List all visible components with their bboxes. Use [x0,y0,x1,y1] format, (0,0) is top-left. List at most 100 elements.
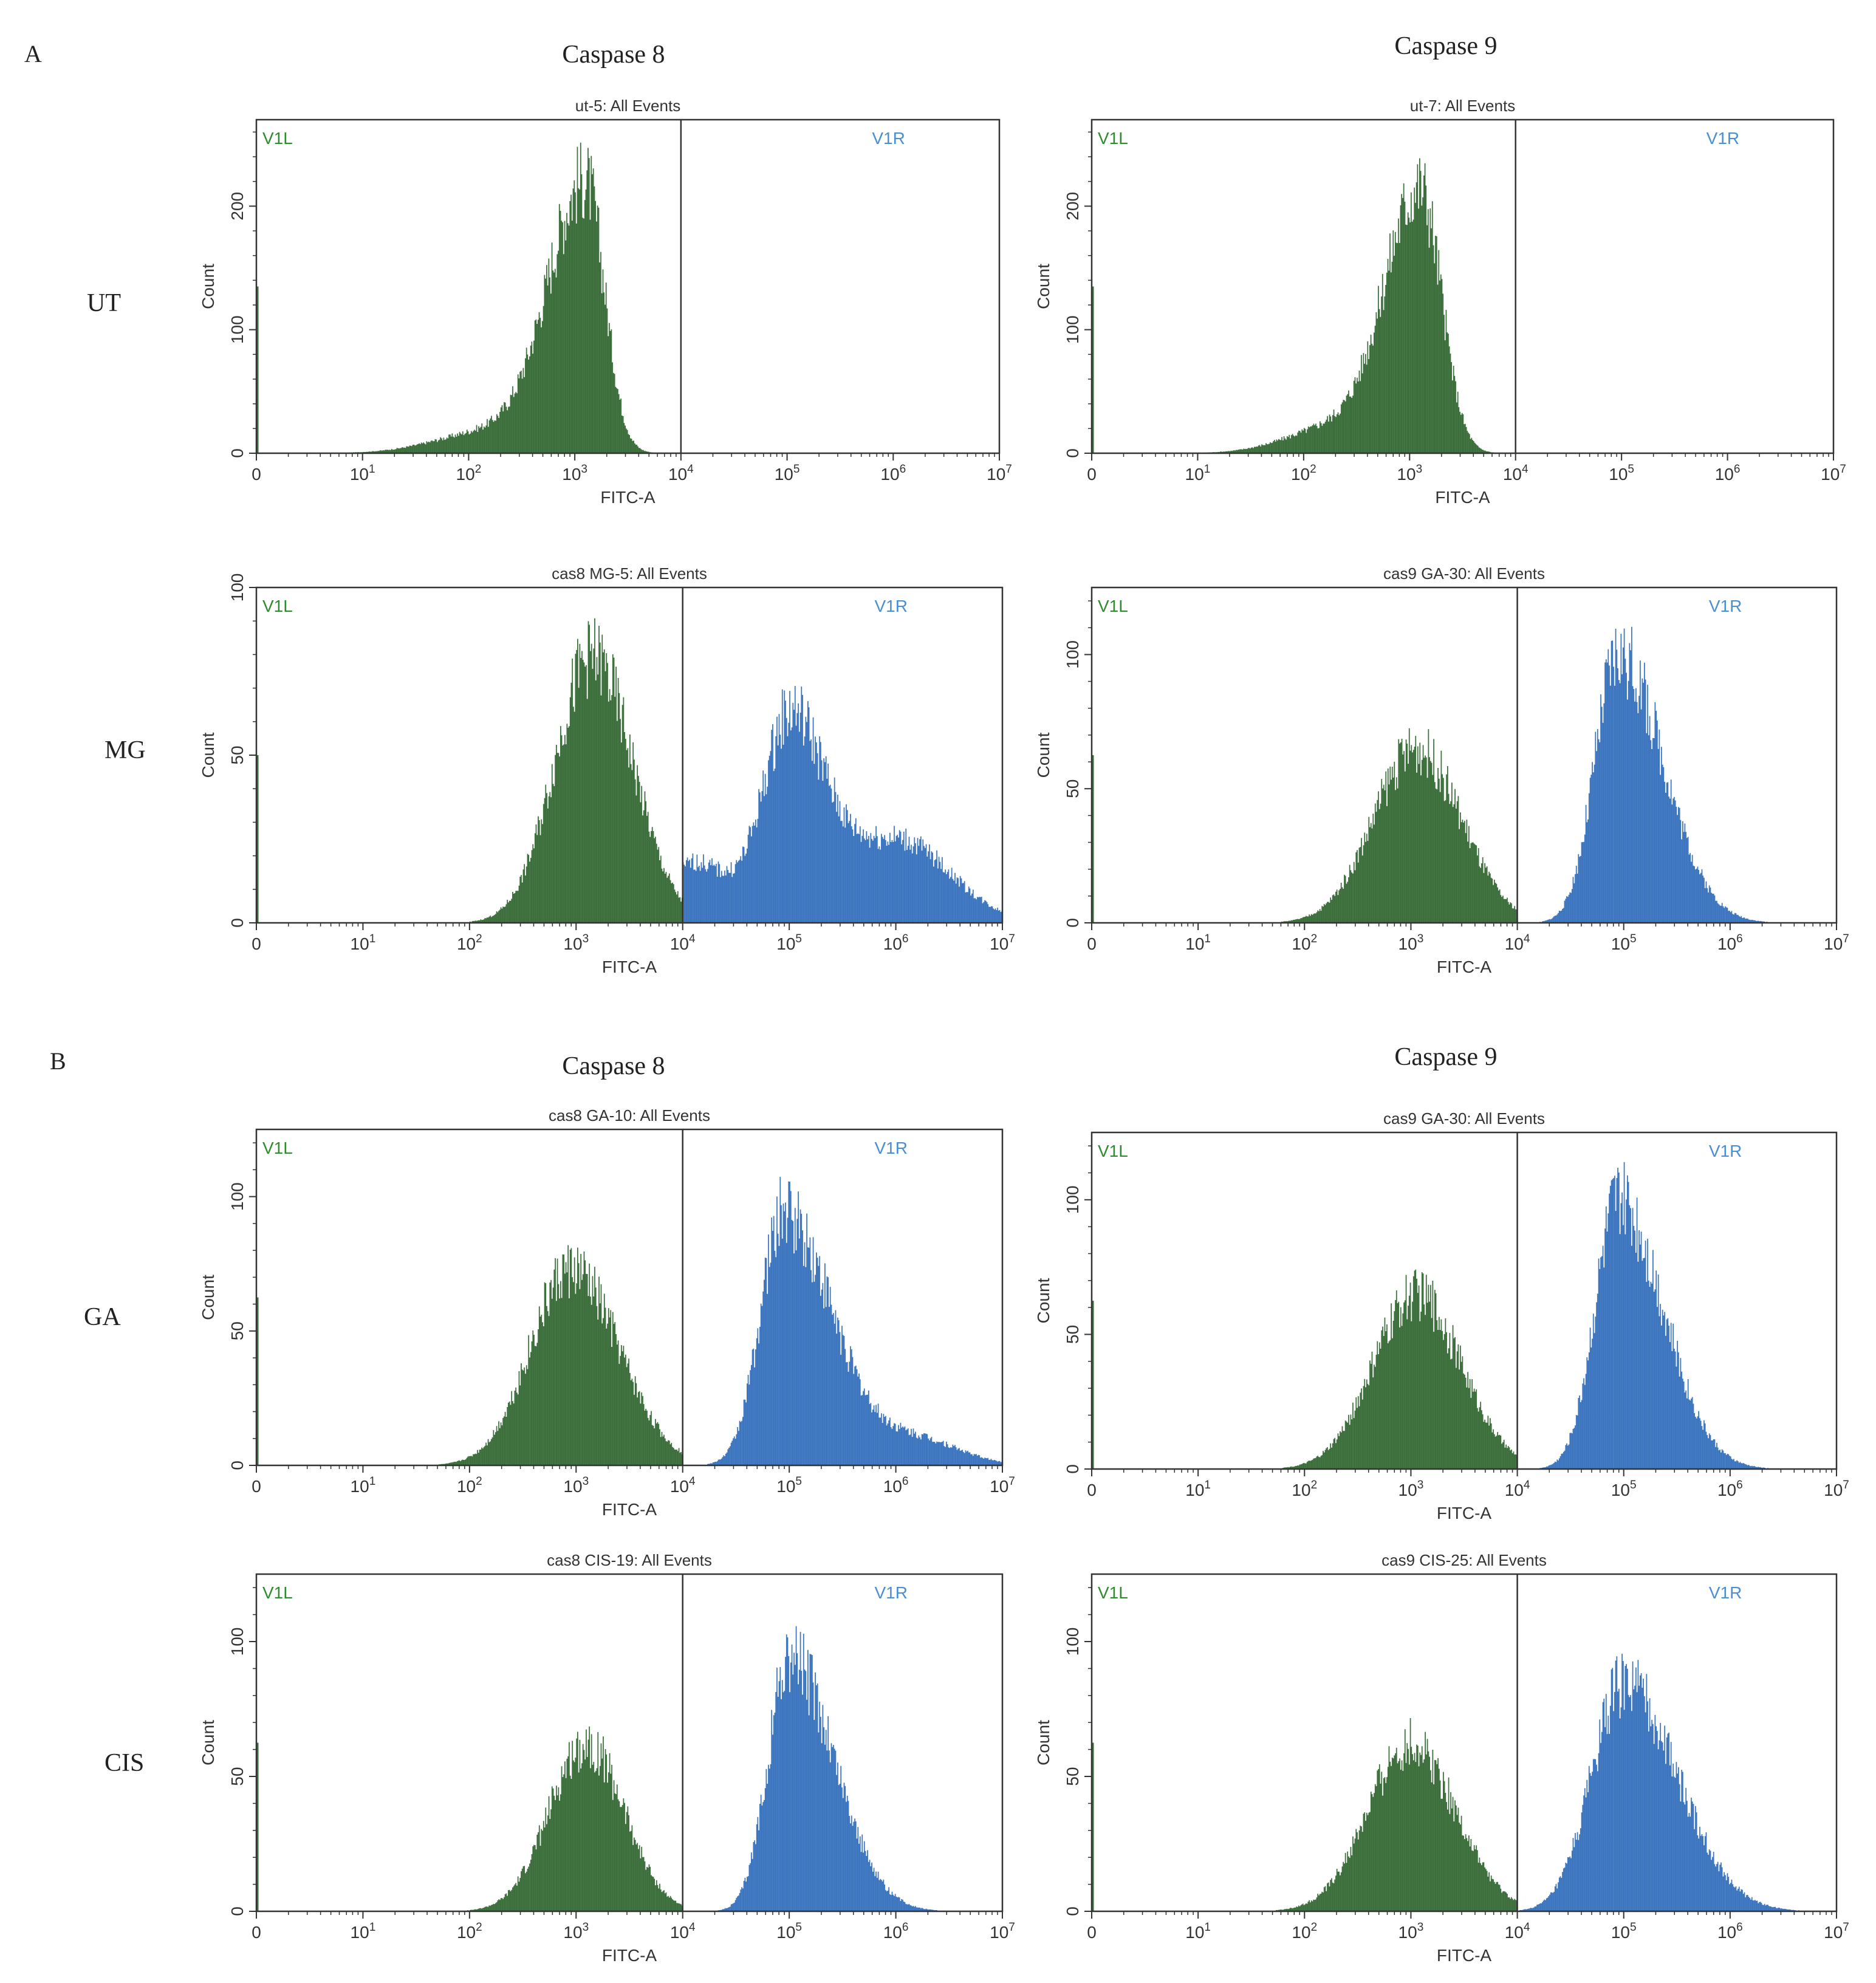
panel-letter-a: A [24,40,42,67]
x-tick-label: 0 [1087,934,1097,953]
gate-label-v1r: V1R [1709,1583,1742,1602]
x-tick-label: 103 [1397,463,1422,484]
gate-label-v1r: V1R [874,1139,907,1157]
column-title-caspase-8-a: Caspase 8 [562,41,665,69]
x-axis-label: FITC-A [1437,1504,1492,1522]
y-tick-label: 100 [228,1182,247,1211]
plot-title: cas8 MG-5: All Events [552,564,707,583]
y-tick-label: 100 [228,574,247,602]
gate-label-v1l: V1L [262,1139,293,1157]
plot-frame [1090,1573,1838,1913]
x-tick-label: 104 [1505,933,1530,953]
histogram-bars [1282,1162,1768,1469]
y-axis-label: Count [1034,264,1053,309]
y-tick-label: 0 [1063,1464,1082,1474]
plot-frame [255,1128,1004,1467]
y-tick-label: 50 [228,1767,247,1786]
y-tick-label: 50 [1063,1767,1082,1786]
x-tick-label: 104 [1505,1479,1530,1499]
x-tick-label: 106 [1715,463,1741,484]
histogram-bars [469,618,1002,923]
histogram-bars [1276,1654,1799,1911]
gate-label-v1l: V1L [1098,129,1128,148]
plot-title: cas9 GA-30: All Events [1383,1109,1545,1128]
y-tick-label: 200 [1063,192,1082,221]
panel-letter-b: B [50,1047,66,1075]
histogram-bars-v1r [1519,1654,1799,1911]
y-tick-label: 0 [1063,1906,1082,1916]
y-axis-label: Count [199,264,217,309]
y-tick-label: 0 [1063,448,1082,458]
x-tick-label: 0 [252,465,261,484]
gate-label-v1r: V1R [1709,1142,1742,1160]
x-tick-label: 103 [1398,1479,1424,1499]
histogram-bars [343,142,656,453]
y-tick-label: 50 [1063,779,1082,798]
x-axis-label: FITC-A [1437,957,1492,976]
y-axis-label: Count [199,1720,217,1766]
histogram-bars [1281,626,1768,923]
y-tick-label: 100 [1063,1185,1082,1214]
y-tick-label: 50 [1063,1325,1082,1344]
y-axis-label: Count [1034,1720,1053,1766]
x-axis-label: FITC-A [602,957,657,976]
histogram-bars-v1r [1539,626,1768,923]
histogram-bars [467,1626,937,1911]
plot-frame [255,1573,1004,1913]
x-axis-label: FITC-A [602,1946,657,1965]
histogram-bars-v1l [1276,1718,1518,1911]
column-title-caspase-9-b: Caspase 9 [1394,1043,1497,1071]
x-tick-label: 0 [1087,1923,1097,1942]
gate-label-v1l: V1L [262,129,293,148]
y-axis-label: Count [1034,732,1053,778]
histogram-bars-v1l [343,142,656,453]
x-axis-label: FITC-A [1437,1946,1492,1965]
gate-label-v1l: V1L [1098,1142,1128,1160]
gate-label-v1r: V1R [1707,129,1739,148]
gate-label-v1l: V1L [1098,597,1128,615]
gate-label-v1r: V1R [872,129,905,148]
y-tick-label: 0 [228,1906,247,1916]
plot-title: ut-7: All Events [1410,97,1515,115]
plot-title: ut-5: All Events [575,97,680,115]
x-tick-label: 0 [252,934,261,953]
histogram-bars-v1l [1281,728,1518,923]
gate-label-v1r: V1R [874,1583,907,1602]
plot-frame [255,118,1001,454]
gate-label-v1l: V1L [262,1583,293,1602]
y-axis-label: Count [1034,1278,1053,1323]
y-tick-label: 100 [1063,640,1082,669]
histogram-bars [1200,158,1497,453]
y-tick-label: 50 [228,1321,247,1340]
histogram-bars-v1r [1539,1162,1768,1469]
y-axis-label: Count [199,1275,217,1320]
x-tick-label: 106 [880,463,906,484]
x-tick-label: 0 [1087,465,1097,484]
histogram-bars-v1r [682,686,1002,923]
plot-frame [1090,586,1838,924]
plot-frame [1090,1131,1838,1470]
x-tick-label: 0 [252,1923,261,1942]
gate-label-v1l: V1L [262,597,293,615]
histogram-bars-v1l [467,1726,683,1911]
row-label-ga: GA [84,1303,121,1331]
plot-title: cas9 GA-30: All Events [1383,564,1545,583]
y-tick-label: 0 [228,448,247,458]
histogram-bars-v1r [717,1626,937,1911]
histogram-bars [439,1177,1002,1465]
histogram-bars-v1l [439,1245,683,1465]
row-label-ut: UT [87,289,121,317]
x-axis-label: FITC-A [1435,488,1490,507]
column-title-caspase-8-b: Caspase 8 [562,1052,665,1080]
gate-label-v1l: V1L [1098,1583,1128,1602]
y-tick-label: 200 [228,192,247,221]
y-tick-label: 100 [228,315,247,344]
x-axis-label: FITC-A [600,488,656,507]
row-label-cis: CIS [104,1749,144,1777]
